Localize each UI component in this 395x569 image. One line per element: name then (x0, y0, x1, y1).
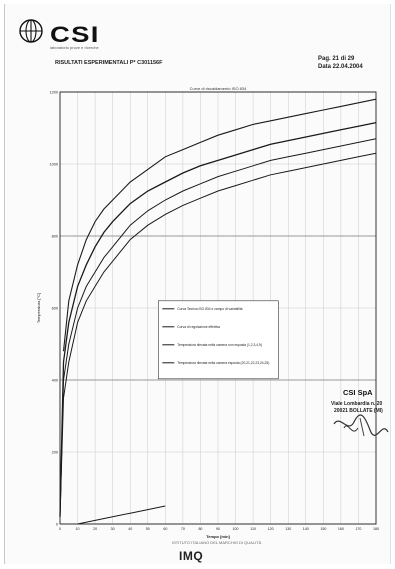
x-tick-label: 150 (320, 527, 326, 531)
legend-box (158, 300, 279, 380)
document-page (4, 4, 391, 564)
x-tick-label: 70 (181, 527, 185, 531)
x-tick-label: 140 (303, 527, 309, 531)
x-tick-label: 50 (146, 527, 150, 531)
chart-svg: Curve di riscaldamento ISO 834 0 10 20 30 40 5… (36, 86, 379, 539)
series-line-4 (59, 152, 377, 517)
chart-title: Curve di riscaldamento ISO 834 (190, 86, 247, 91)
stamp-address-line1: Viale Lombardia n. 20 (331, 401, 383, 407)
x-tick-label: 30 (111, 527, 115, 531)
legend-entry: Curva Teorica ISO 834 e campo di variabi… (177, 307, 242, 311)
legend-entry: Curva di regolazione effettiva (177, 325, 220, 329)
report-date: Data 22.04.2004 (318, 64, 363, 70)
imq-logo-text: IMQ (179, 549, 204, 563)
series-line-1 (62, 98, 377, 352)
series-line-2 (59, 121, 377, 517)
x-tick-label: 180 (373, 527, 379, 531)
x-tick-label: 20 (93, 527, 97, 531)
x-tick-label: 0 (59, 527, 61, 531)
company-stamp-signature (333, 414, 389, 437)
stamp-company-name: CSI SpA (343, 388, 373, 397)
stamp-address-line2: 20021 BOLLATE (MI) (334, 408, 383, 414)
series-line-5 (77, 505, 166, 525)
temperature-chart: Curve di riscaldamento ISO 834 0 10 20 30 40 5… (32, 82, 388, 548)
footer-subtitle: ISTITUTO ITALIANO DEL MARCHIO DI QUALITÀ (172, 540, 262, 545)
x-tick-label: 170 (355, 527, 361, 531)
brand-name: CSI (50, 22, 100, 47)
x-tick-label: 40 (128, 527, 132, 531)
y-tick-label: 800 (52, 234, 58, 238)
x-tick-label: 100 (233, 527, 239, 531)
x-tick-label: 90 (216, 527, 220, 531)
x-axis-label: Tempo [min] (206, 534, 230, 539)
y-tick-label: 1200 (50, 90, 58, 94)
legend-entry: Temperatura rilevata nella camera espost… (177, 361, 269, 365)
y-axis-label: Temperatura [°C] (36, 293, 41, 323)
plot-frame (59, 91, 377, 525)
y-tick-label: 200 (52, 450, 58, 454)
y-tick-label: 600 (52, 306, 58, 310)
x-tick-label: 160 (338, 527, 344, 531)
x-tick-label: 130 (285, 527, 291, 531)
x-tick-label: 120 (268, 527, 274, 531)
series-line-3 (59, 138, 377, 517)
y-tick-label: 400 (52, 378, 58, 382)
x-tick-label: 80 (198, 527, 202, 531)
brand-subtitle: laboratorio prove e ricerche (50, 45, 99, 50)
x-tick-label: 60 (163, 527, 167, 531)
report-title: RISULTATI ESPERIMENTALI P* C301156F (55, 60, 163, 66)
legend-entry: Temperatura rilevata nella camera non es… (177, 343, 262, 347)
y-tick-label: 0 (56, 522, 58, 526)
globe-logo-icon (19, 19, 43, 43)
y-tick-label: 1000 (50, 162, 58, 166)
x-tick-label: 10 (76, 527, 80, 531)
x-tick-label: 110 (250, 527, 256, 531)
page-number: Pag. 21 di 29 (318, 56, 355, 62)
